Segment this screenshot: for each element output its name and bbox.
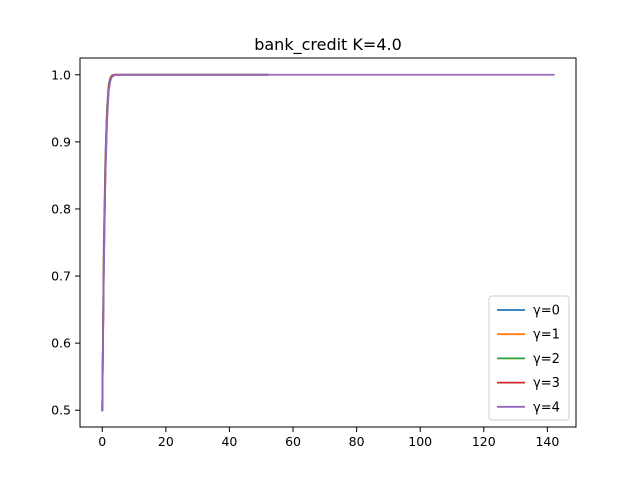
legend-label: γ=1 [533, 328, 560, 343]
legend: γ=0 γ=1 γ=2 γ=3 γ=4 [488, 295, 570, 421]
x-tick-label: 60 [285, 434, 301, 449]
series-line-gamma-4 [101, 73, 555, 412]
y-tick-label: 0.6 [51, 336, 71, 351]
x-tick-label: 80 [349, 434, 365, 449]
chart-title: bank_credit K=4.0 [254, 35, 402, 55]
y-axis: 0.5 0.6 0.7 0.8 0.9 1.0 [51, 67, 80, 418]
y-tick-label: 0.7 [51, 269, 71, 284]
legend-box [488, 295, 570, 421]
plot-frame [79, 57, 577, 428]
legend-label: γ=2 [533, 352, 560, 367]
legend-label: γ=0 [533, 304, 560, 319]
series-layer [101, 73, 555, 412]
x-tick-label: 120 [472, 434, 496, 449]
x-tick-label: 140 [535, 434, 559, 449]
legend-label: γ=3 [533, 376, 560, 391]
legend-label: γ=4 [533, 400, 560, 415]
y-tick-label: 0.5 [51, 403, 71, 418]
x-axis: 0 20 40 60 80 100 120 140 [98, 427, 559, 449]
x-tick-label: 100 [408, 434, 432, 449]
y-tick-label: 0.9 [51, 134, 71, 149]
y-tick-label: 1.0 [51, 67, 71, 82]
y-tick-label: 0.8 [51, 201, 71, 216]
x-tick-label: 0 [98, 434, 106, 449]
x-tick-label: 20 [158, 434, 174, 449]
x-tick-label: 40 [221, 434, 237, 449]
